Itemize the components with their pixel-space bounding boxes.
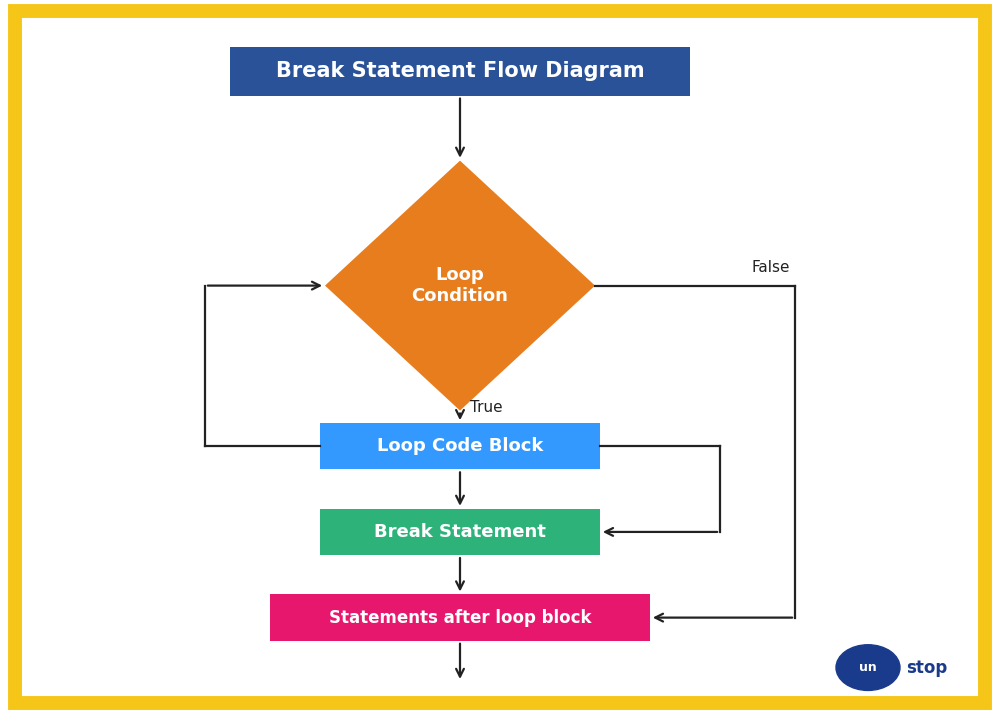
- FancyBboxPatch shape: [230, 47, 690, 96]
- Polygon shape: [325, 161, 595, 411]
- Circle shape: [836, 645, 900, 690]
- Text: Statements after loop block: Statements after loop block: [329, 608, 591, 627]
- Text: stop: stop: [906, 658, 948, 677]
- FancyBboxPatch shape: [320, 509, 600, 555]
- Text: False: False: [752, 260, 790, 275]
- FancyBboxPatch shape: [320, 423, 600, 470]
- FancyBboxPatch shape: [270, 594, 650, 641]
- Text: Loop
Condition: Loop Condition: [412, 266, 508, 305]
- Text: un: un: [859, 661, 877, 674]
- Text: Break Statement: Break Statement: [374, 523, 546, 541]
- Text: Loop Code Block: Loop Code Block: [377, 437, 543, 456]
- Text: Break Statement Flow Diagram: Break Statement Flow Diagram: [276, 61, 644, 81]
- Text: True: True: [470, 400, 503, 415]
